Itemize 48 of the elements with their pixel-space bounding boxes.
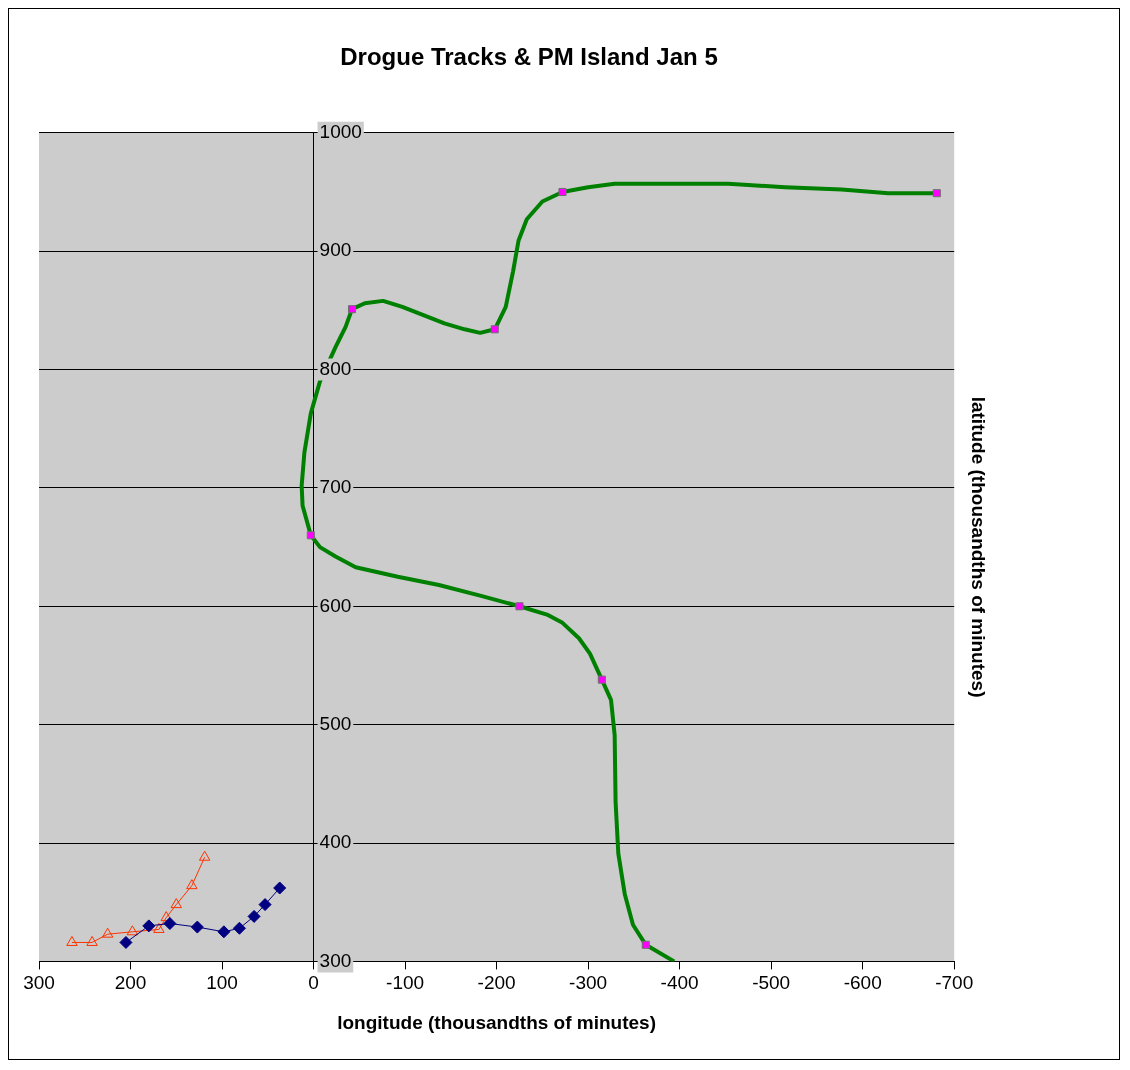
- chart-title: Drogue Tracks & PM Island Jan 5: [340, 43, 718, 71]
- x-tick-label: -200: [477, 972, 516, 994]
- point: [558, 187, 567, 197]
- point: [490, 325, 499, 334]
- y-tick-label: 700: [319, 476, 352, 498]
- x-axis-title: longitude (thousandths of minutes): [337, 1011, 656, 1033]
- y-tick-label: 500: [319, 712, 352, 734]
- point: [258, 898, 272, 912]
- point: [198, 850, 211, 861]
- point: [306, 531, 315, 540]
- x-tick-label: 100: [206, 972, 238, 994]
- point: [66, 935, 78, 946]
- point: [347, 305, 357, 314]
- x-tick-label: -400: [660, 972, 699, 994]
- point: [641, 940, 650, 949]
- x-tick-label: -500: [752, 972, 791, 994]
- point: [247, 909, 261, 923]
- point: [163, 917, 177, 931]
- point: [170, 898, 182, 909]
- point: [932, 189, 941, 198]
- x-tick-label: -700: [935, 972, 974, 994]
- point: [186, 879, 198, 890]
- y-axis-title: latitude (thousandths of minutes): [968, 396, 990, 698]
- y-tick-label: 400: [319, 831, 352, 853]
- point: [232, 921, 246, 935]
- y-tick-label: 1000: [319, 121, 362, 143]
- x-tick-label: -100: [386, 972, 425, 994]
- y-tick-label: 600: [319, 594, 352, 616]
- point: [86, 935, 98, 946]
- y-tick-label: 300: [319, 949, 352, 971]
- point: [515, 602, 524, 611]
- y-tick-label: 900: [319, 239, 352, 261]
- point: [119, 935, 133, 949]
- x-tick-label: -600: [843, 972, 882, 994]
- point: [273, 881, 287, 895]
- point: [153, 922, 165, 933]
- x-tick-label: 300: [23, 972, 55, 994]
- x-tick-label: 200: [114, 972, 147, 994]
- point: [101, 927, 114, 938]
- y-tick-label: 800: [319, 357, 352, 379]
- point: [126, 925, 139, 936]
- point: [217, 925, 231, 939]
- point: [190, 920, 204, 934]
- x-tick-label: 0: [308, 972, 319, 994]
- point: [142, 919, 156, 933]
- x-tick-label: -300: [569, 972, 608, 994]
- point: [597, 675, 606, 684]
- point: [160, 911, 172, 922]
